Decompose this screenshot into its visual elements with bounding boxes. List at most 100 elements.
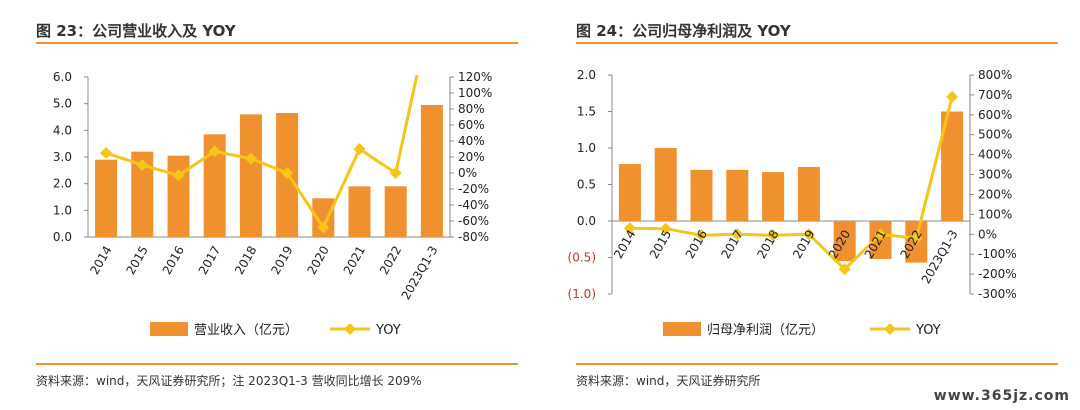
left-tick-label: 0.0 [53, 230, 72, 244]
bar [203, 134, 226, 237]
category-label: 2018 [754, 228, 781, 261]
legend-bar-swatch [663, 322, 701, 336]
bar [348, 186, 371, 237]
bar [131, 151, 154, 237]
legend-line-label: YOY [915, 323, 941, 338]
right-tick-label: 100% [978, 207, 1012, 221]
category-label: 2019 [790, 228, 817, 261]
right-tick-label: 20% [458, 150, 485, 164]
bar [618, 164, 641, 221]
right-tick-label: 400% [978, 148, 1012, 162]
right-tick-label: -40% [458, 198, 489, 212]
legend-bar-swatch [150, 322, 188, 336]
left-tick-label: 0.0 [577, 214, 596, 228]
yoy-line [105, 75, 419, 231]
chart-title: 图 23：公司营业收入及 YOY [36, 22, 236, 40]
right-tick-label: 500% [978, 128, 1012, 142]
left-tick-label: 3.0 [53, 150, 72, 164]
yoy-point [281, 167, 294, 179]
bar [941, 111, 964, 221]
bar [762, 172, 785, 221]
right-tick-label: 120% [458, 70, 492, 84]
yoy-point [317, 221, 330, 234]
category-label: 2015 [124, 244, 151, 277]
right-tick-label: 60% [458, 118, 485, 132]
category-label: 2021 [341, 244, 368, 277]
bar [95, 159, 118, 237]
yoy-point [136, 159, 149, 171]
right-tick-label: -100% [978, 247, 1017, 261]
yoy-point [244, 152, 257, 165]
bar [690, 169, 713, 221]
category-label: 2020 [305, 244, 332, 277]
bar [833, 221, 856, 262]
source-note: 资料来源：wind，天风证券研究所 [576, 374, 761, 388]
right-tick-label: -60% [458, 214, 489, 228]
source-rule [36, 363, 518, 365]
left-tick-label: 4.0 [53, 123, 72, 137]
category-label: 2017 [196, 244, 223, 277]
left-tick-label: 1.0 [53, 203, 72, 217]
category-label: 2023Q1-3 [399, 244, 441, 303]
title-rule [36, 42, 518, 44]
yoy-point [623, 222, 636, 235]
right-tick-label: -300% [978, 287, 1017, 301]
bar [239, 114, 262, 237]
right-tick-label: 0% [458, 166, 477, 180]
right-tick-label: 700% [978, 88, 1012, 102]
left-tick-label: (0.5) [568, 251, 596, 265]
right-tick-label: -80% [458, 230, 489, 244]
right-tick-label: 200% [978, 187, 1012, 201]
revenue-chart: 0.0 1.0 2.0 3.0 4.0 5.0 6.0 -80% -60% -40% -20% 0% 2… [53, 70, 492, 338]
yoy-point [100, 147, 113, 159]
legend-line-marker [344, 323, 356, 335]
yoy-point [731, 228, 744, 241]
yoy-point [802, 228, 815, 241]
legend-bar-label: 归母净利润（亿元） [707, 323, 824, 338]
bar [797, 166, 820, 221]
legend-line-marker [884, 323, 896, 335]
yoy-point [910, 232, 923, 245]
left-tick-label: 0.5 [577, 178, 596, 192]
category-label: 2015 [647, 228, 674, 261]
yoy-point [767, 229, 780, 242]
source-rule [576, 363, 1058, 365]
bar [384, 186, 407, 237]
yoy-point [172, 169, 185, 182]
yoy-line [629, 96, 954, 272]
bar [654, 148, 677, 221]
right-tick-label: 40% [458, 134, 485, 148]
yoy-point [838, 263, 851, 276]
title-rule [576, 42, 1058, 44]
right-tick-label: 600% [978, 108, 1012, 122]
category-label: 2016 [160, 244, 187, 277]
yoy-point [946, 90, 959, 103]
right-tick-label: 100% [458, 86, 492, 100]
yoy-point [389, 167, 402, 179]
right-tick-label: 80% [458, 102, 485, 116]
yoy-point [874, 228, 887, 241]
right-tick-label: 0% [978, 227, 997, 241]
yoy-point [659, 222, 672, 235]
yoy-point [695, 229, 708, 242]
yoy-point [353, 143, 366, 155]
category-label: 2022 [377, 244, 404, 277]
watermark: www.365jz.com [933, 388, 1070, 404]
left-tick-label: 1.5 [577, 105, 596, 119]
left-tick-label: 2.0 [577, 68, 596, 82]
category-label: 2019 [268, 244, 295, 277]
category-label: 2014 [87, 244, 114, 277]
left-tick-label: (1.0) [568, 287, 596, 301]
chart-title: 图 24：公司归母净利润及 YOY [576, 22, 791, 40]
right-tick-label: -20% [458, 182, 489, 196]
left-tick-label: 6.0 [53, 70, 72, 84]
category-label: 2017 [719, 228, 746, 261]
legend-bar-label: 营业收入（亿元） [194, 323, 298, 338]
bar [167, 155, 190, 237]
source-note: 资料来源：wind，天风证券研究所；注 2023Q1-3 营收同比增长 209% [36, 374, 422, 388]
right-tick-label: 300% [978, 168, 1012, 182]
category-label: 2018 [232, 244, 259, 277]
left-tick-label: 5.0 [53, 97, 72, 111]
bar [726, 169, 749, 221]
yoy-point [208, 145, 221, 158]
